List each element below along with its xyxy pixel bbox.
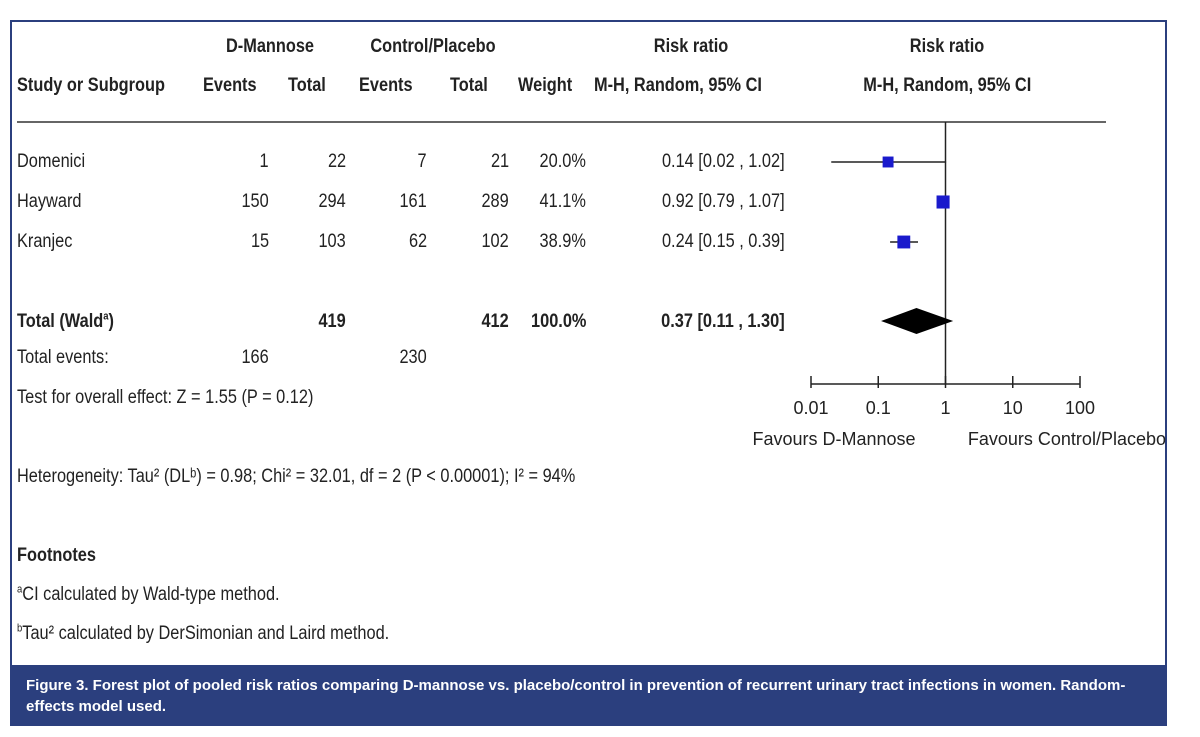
x-tick-label: 10 <box>1003 398 1023 418</box>
x-tick-label: 1 <box>940 398 950 418</box>
footnote-b: bTau² calculated by DerSimonian and Lair… <box>17 622 390 644</box>
study-name: Domenici <box>17 151 86 172</box>
group2-header: Control/Placebo <box>370 36 496 57</box>
total-events1: 166 <box>241 347 269 368</box>
favours-left-label: Favours D-Mannose <box>752 429 915 449</box>
events2-header: Events <box>359 75 413 96</box>
study-marker <box>897 235 911 249</box>
ci-cell: 0.14 [0.02 , 1.02] <box>662 151 785 172</box>
ci-cell: 0.92 [0.79 , 1.07] <box>662 191 785 212</box>
events1-cell: 15 <box>250 231 269 252</box>
weight-header: Weight <box>518 75 573 96</box>
total1-cell: 103 <box>318 231 346 252</box>
events2-cell: 7 <box>417 151 427 172</box>
total1-cell: 419 <box>318 311 346 332</box>
ci-cell: 0.24 [0.15 , 0.39] <box>662 231 785 252</box>
total2-cell: 289 <box>481 191 509 212</box>
footnote-a: aCI calculated by Wald-type method. <box>17 583 280 605</box>
study-name: Hayward <box>17 191 82 212</box>
plot-method-header: M-H, Random, 95% CI <box>863 75 1032 96</box>
weight-cell: 41.1% <box>539 191 586 212</box>
total-ci-cell: 0.37 [0.11 , 1.30] <box>661 311 785 332</box>
x-tick-label: 0.1 <box>866 398 891 418</box>
total2-cell: 412 <box>481 311 509 332</box>
weight-cell: 20.0% <box>539 151 586 172</box>
x-tick-label: 0.01 <box>793 398 828 418</box>
study-name: Kranjec <box>17 231 73 252</box>
total-label: Total (Walda) <box>17 310 114 332</box>
x-tick-label: 100 <box>1065 398 1095 418</box>
figure-caption: Figure 3. Forest plot of pooled risk rat… <box>12 665 1167 725</box>
total2-cell: 102 <box>481 231 509 252</box>
events1-cell: 1 <box>259 151 269 172</box>
plot-title: Risk ratio <box>909 36 985 57</box>
heterogeneity: Heterogeneity: Tau² (DLᵇ) = 0.98; Chi² =… <box>17 466 576 487</box>
total-events-label: Total events: <box>17 347 109 368</box>
weight-cell: 38.9% <box>539 231 586 252</box>
rr-column-title: Risk ratio <box>653 36 729 57</box>
total2-cell: 21 <box>490 151 509 172</box>
method-header: M-H, Random, 95% CI <box>594 75 762 96</box>
total1-header: Total <box>288 75 326 96</box>
group1-header: D-Mannose <box>225 36 315 57</box>
total2-header: Total <box>450 75 488 96</box>
total1-cell: 22 <box>327 151 346 172</box>
figure-frame <box>10 20 1167 726</box>
study-header: Study or Subgroup <box>17 75 165 96</box>
total1-cell: 294 <box>318 191 346 212</box>
overall-effect: Test for overall effect: Z = 1.55 (P = 0… <box>17 387 314 408</box>
pooled-diamond <box>881 308 954 334</box>
events1-cell: 150 <box>241 191 269 212</box>
study-marker <box>936 195 950 209</box>
total-events2: 230 <box>399 347 427 368</box>
events1-header: Events <box>203 75 257 96</box>
study-marker <box>882 156 894 168</box>
events2-cell: 62 <box>408 231 427 252</box>
favours-right-label: Favours Control/Placebo <box>968 429 1166 449</box>
events2-cell: 161 <box>399 191 427 212</box>
footnotes-title: Footnotes <box>17 545 96 566</box>
total-weight-cell: 100.0% <box>530 311 586 332</box>
